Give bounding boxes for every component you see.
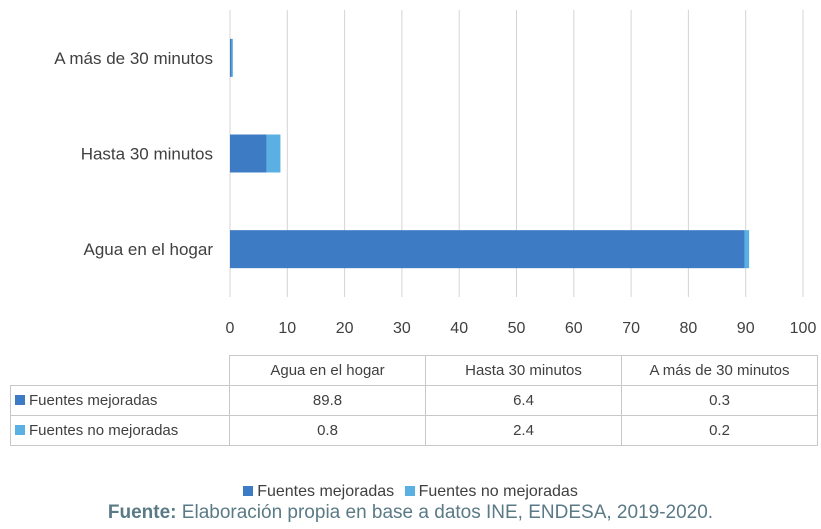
x-tick-label: 50 bbox=[508, 320, 526, 337]
table-row-header: Fuentes no mejoradas bbox=[10, 415, 230, 446]
legend-item: Fuentes no mejoradas bbox=[404, 483, 578, 501]
table-row-label: Fuentes mejoradas bbox=[29, 392, 158, 409]
table-cell: 89.8 bbox=[229, 385, 426, 416]
x-tick-label: 80 bbox=[680, 320, 698, 337]
legend-swatch bbox=[404, 486, 415, 496]
table-row: Fuentes no mejoradas 0.8 2.4 0.2 bbox=[10, 415, 818, 446]
table-cell: 0.8 bbox=[229, 415, 426, 446]
table-corner bbox=[11, 356, 230, 386]
legend-label: Fuentes no mejoradas bbox=[418, 483, 578, 500]
table-cell: 0.2 bbox=[621, 415, 818, 446]
legend-swatch bbox=[243, 486, 254, 496]
category-labels: Agua en el hogar Hasta 30 minutos A más de… bbox=[54, 49, 213, 259]
bars bbox=[230, 38, 750, 269]
table-cell: 6.4 bbox=[425, 385, 622, 416]
table-cell: 0.3 bbox=[621, 385, 818, 416]
series-2-swatch bbox=[15, 425, 25, 435]
x-tick-label: 90 bbox=[737, 320, 755, 337]
bar-segment-2 bbox=[231, 38, 233, 77]
table-row: Fuentes mejoradas 89.8 6.4 0.3 bbox=[10, 385, 818, 416]
x-tick-label: 60 bbox=[565, 320, 583, 337]
x-tick-label: 10 bbox=[278, 320, 296, 337]
series-1-swatch bbox=[15, 395, 25, 405]
category-label: A más de 30 minutos bbox=[54, 49, 213, 68]
bar-segment-1 bbox=[230, 38, 232, 77]
legend-item: Fuentes mejoradas bbox=[243, 483, 394, 501]
x-tick-labels: 0 10 20 30 40 50 60 70 80 90 100 bbox=[226, 320, 817, 337]
bar-segment-1 bbox=[230, 230, 745, 269]
stacked-bar-chart: Agua en el hogar Hasta 30 minutos A más de… bbox=[54, 10, 817, 337]
x-tick-label: 70 bbox=[622, 320, 640, 337]
legend-label: Fuentes mejoradas bbox=[257, 483, 395, 500]
source-note: Fuente: Elaboración propia en base a dat… bbox=[0, 502, 821, 524]
x-tick-label: 0 bbox=[226, 320, 235, 337]
data-table: Agua en el hogar Hasta 30 minutos A más … bbox=[10, 355, 818, 446]
bar-segment-1 bbox=[230, 134, 267, 173]
x-tick-label: 100 bbox=[790, 320, 817, 337]
x-tick-label: 40 bbox=[450, 320, 468, 337]
table-row-header: Fuentes mejoradas bbox=[10, 385, 230, 416]
table-header-cell: Agua en el hogar bbox=[229, 355, 426, 386]
table-header-cell: A más de 30 minutos bbox=[621, 355, 818, 386]
x-tick-label: 20 bbox=[336, 320, 354, 337]
legend: Fuentes mejoradas Fuentes no mejoradas bbox=[0, 483, 821, 501]
source-label: Fuente: bbox=[107, 502, 177, 523]
source-text: Elaboración propia en base a datos INE, … bbox=[176, 502, 714, 523]
table-row-label: Fuentes no mejoradas bbox=[29, 422, 179, 439]
bar-segment-2 bbox=[266, 134, 281, 173]
table-cell: 2.4 bbox=[425, 415, 622, 446]
category-label: Hasta 30 minutos bbox=[81, 145, 213, 164]
table-header-cell: Hasta 30 minutos bbox=[425, 355, 622, 386]
table-header-row: Agua en el hogar Hasta 30 minutos A más … bbox=[11, 355, 818, 386]
x-tick-label: 30 bbox=[393, 320, 411, 337]
category-label: Agua en el hogar bbox=[84, 240, 214, 259]
bar-segment-2 bbox=[744, 230, 750, 269]
